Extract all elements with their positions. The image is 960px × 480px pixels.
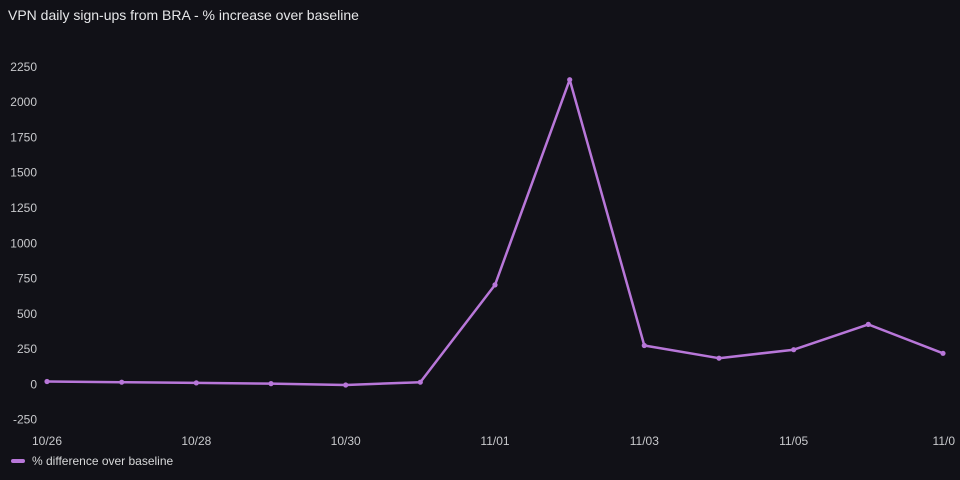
data-point[interactable]	[567, 77, 573, 83]
x-tick-label: 11/0	[933, 434, 956, 448]
y-tick-label: 250	[17, 342, 37, 356]
y-tick-label: 750	[17, 272, 37, 286]
x-tick-label: 10/30	[331, 434, 361, 448]
y-tick-label: 500	[17, 307, 37, 321]
y-tick-label: 1500	[10, 166, 37, 180]
panel-title: VPN daily sign-ups from BRA - % increase…	[8, 7, 359, 23]
y-tick-label: -250	[13, 413, 37, 427]
legend-label: % difference over baseline	[32, 454, 174, 468]
data-point[interactable]	[492, 282, 498, 288]
y-tick-label: 1000	[10, 236, 37, 250]
data-point[interactable]	[119, 379, 125, 385]
data-point[interactable]	[268, 381, 274, 387]
data-point[interactable]	[716, 355, 722, 361]
legend[interactable]: % difference over baseline	[11, 454, 173, 468]
y-axis: -250 0 250 500 750 1000 1250 1500 1750 2000 2250	[10, 60, 37, 427]
data-point[interactable]	[791, 347, 797, 353]
data-point[interactable]	[641, 342, 647, 349]
x-tick-label: 11/01	[480, 434, 509, 448]
y-tick-label: 1250	[10, 201, 37, 215]
data-point[interactable]	[940, 350, 946, 356]
y-tick-label: 2250	[10, 60, 37, 74]
data-point[interactable]	[343, 382, 349, 388]
data-point[interactable]	[193, 380, 199, 386]
data-point[interactable]	[44, 378, 50, 385]
y-tick-label: 0	[30, 377, 37, 391]
x-tick-label: 10/26	[32, 434, 62, 448]
x-tick-label: 11/03	[630, 434, 659, 448]
data-point[interactable]	[865, 321, 871, 327]
legend-swatch	[11, 459, 25, 463]
x-axis: 10/26 10/28 10/30 11/01 11/03 11/05 11/0	[32, 434, 955, 448]
series-layer	[44, 77, 946, 388]
series-line[interactable]	[45, 78, 945, 387]
y-tick-label: 2000	[10, 95, 37, 109]
x-tick-label: 11/05	[779, 434, 808, 448]
y-tick-label: 1750	[10, 130, 37, 144]
data-point[interactable]	[417, 379, 423, 385]
x-tick-label: 10/28	[181, 434, 211, 448]
